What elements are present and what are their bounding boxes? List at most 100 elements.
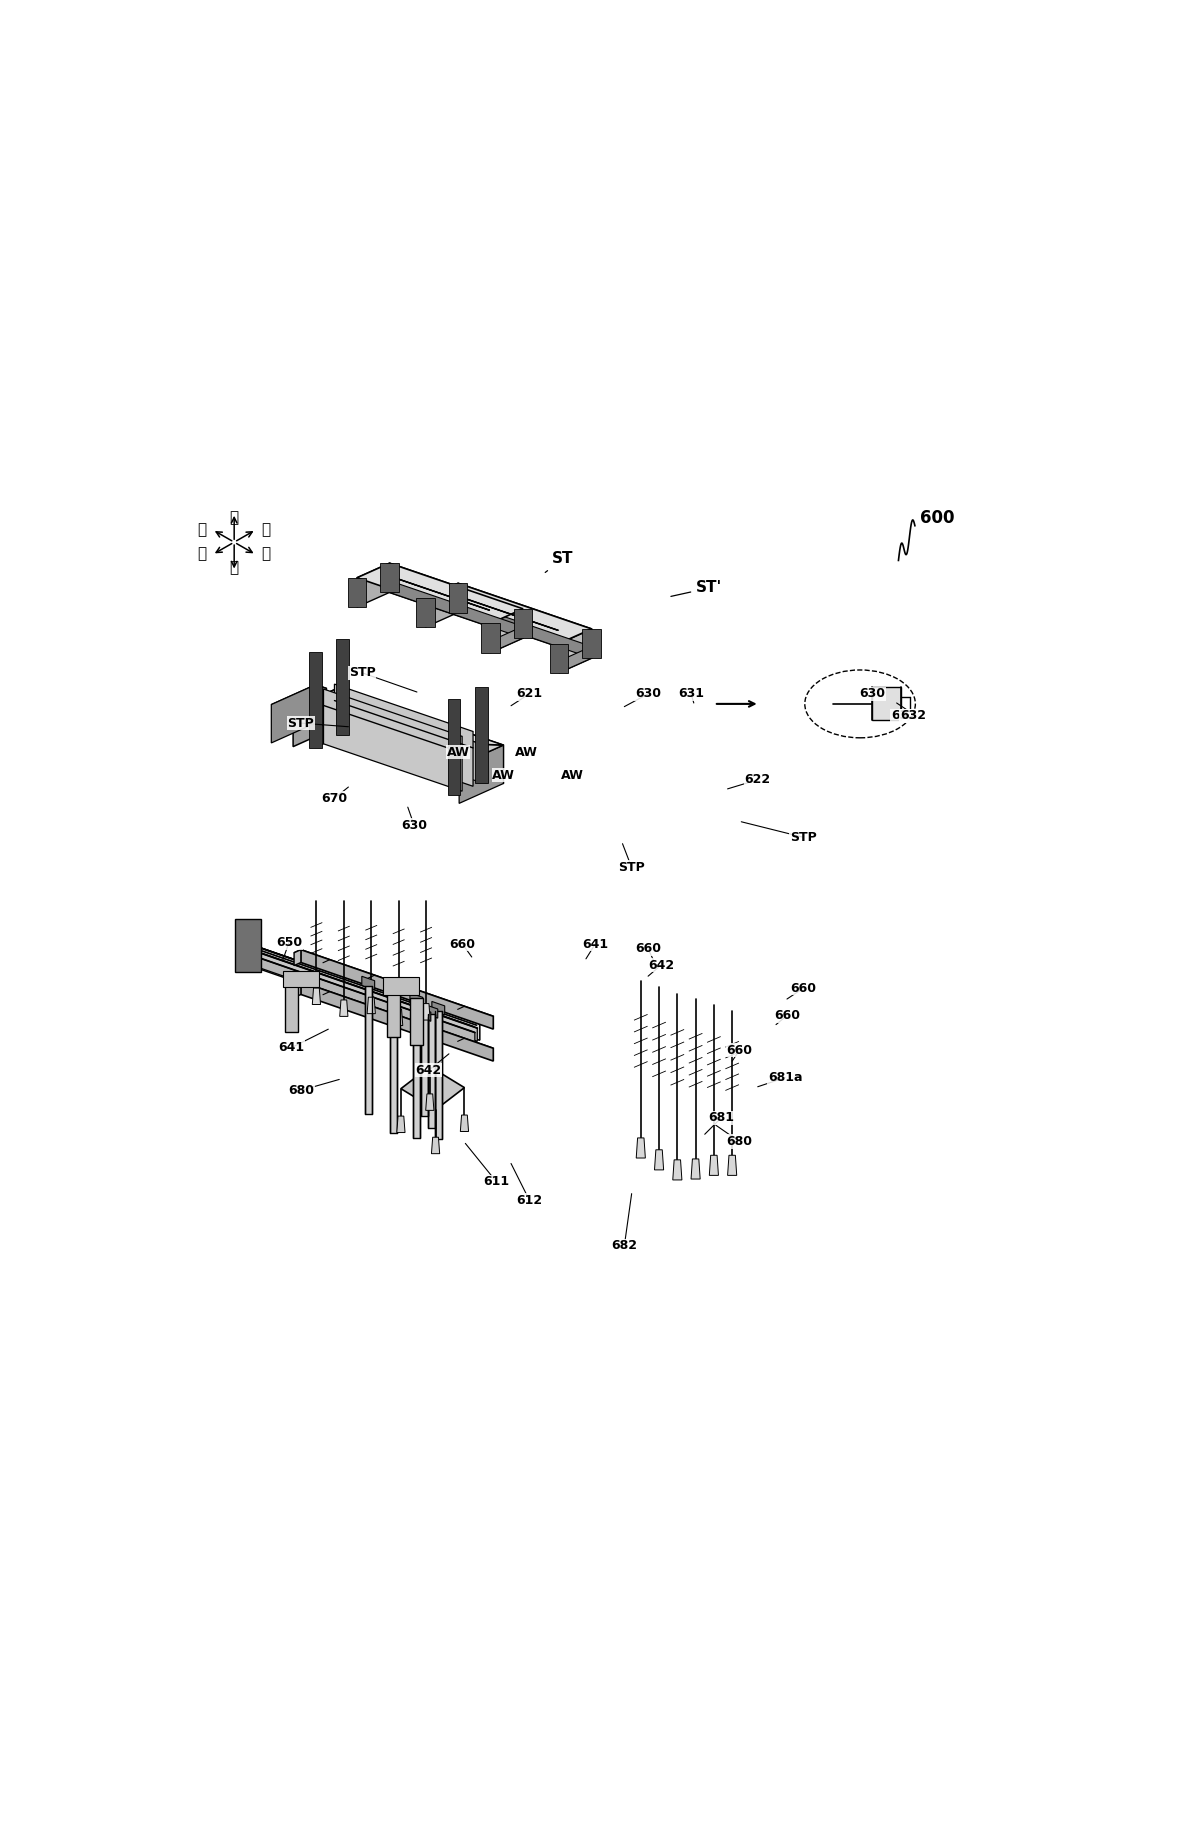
Polygon shape <box>294 981 493 1052</box>
Polygon shape <box>419 1007 430 1022</box>
Text: 632: 632 <box>900 710 926 723</box>
Polygon shape <box>336 639 349 736</box>
Polygon shape <box>301 950 493 1029</box>
Polygon shape <box>410 992 423 1007</box>
Polygon shape <box>457 584 592 658</box>
Polygon shape <box>415 584 441 593</box>
Text: 上: 上 <box>230 510 238 525</box>
Text: 681a: 681a <box>768 1072 803 1085</box>
Polygon shape <box>335 684 473 785</box>
Polygon shape <box>283 970 320 987</box>
Text: 680: 680 <box>726 1135 752 1148</box>
Text: 670: 670 <box>322 791 348 804</box>
Polygon shape <box>294 708 459 765</box>
Polygon shape <box>459 745 503 804</box>
Text: AW: AW <box>561 769 584 782</box>
Polygon shape <box>508 614 533 623</box>
Polygon shape <box>416 599 435 626</box>
Text: 641: 641 <box>278 1040 305 1053</box>
Polygon shape <box>459 597 483 604</box>
Polygon shape <box>435 1011 442 1138</box>
Polygon shape <box>422 1003 430 1020</box>
Text: 632: 632 <box>891 710 917 723</box>
Polygon shape <box>389 564 523 638</box>
Polygon shape <box>343 697 481 782</box>
Text: 630: 630 <box>401 819 427 832</box>
Polygon shape <box>387 985 400 998</box>
Ellipse shape <box>805 671 915 737</box>
Text: 622: 622 <box>745 772 771 785</box>
Polygon shape <box>508 614 534 623</box>
Polygon shape <box>390 577 415 586</box>
Text: 611: 611 <box>483 1175 509 1188</box>
Polygon shape <box>426 1094 434 1111</box>
Polygon shape <box>389 580 523 638</box>
Polygon shape <box>432 1002 444 1015</box>
Polygon shape <box>294 687 343 710</box>
Polygon shape <box>465 602 489 610</box>
Polygon shape <box>533 621 559 630</box>
Polygon shape <box>357 564 389 606</box>
Polygon shape <box>483 604 509 614</box>
Text: 后: 后 <box>262 547 271 562</box>
Text: 660: 660 <box>449 937 475 950</box>
Text: 641: 641 <box>582 937 608 950</box>
Text: 660: 660 <box>726 1044 752 1057</box>
Polygon shape <box>637 1138 645 1159</box>
Text: STP: STP <box>288 717 315 730</box>
Polygon shape <box>362 976 375 991</box>
Polygon shape <box>440 593 466 602</box>
Polygon shape <box>533 623 558 630</box>
Polygon shape <box>249 948 473 1042</box>
Text: 660: 660 <box>790 981 816 994</box>
Polygon shape <box>421 1016 428 1116</box>
Polygon shape <box>710 1155 718 1175</box>
Text: AW: AW <box>493 769 515 782</box>
Polygon shape <box>549 643 568 673</box>
Polygon shape <box>481 623 500 652</box>
Polygon shape <box>294 981 301 998</box>
Text: 642: 642 <box>416 1064 442 1077</box>
Polygon shape <box>424 1005 437 1018</box>
Text: ST': ST' <box>671 580 723 597</box>
Polygon shape <box>301 981 493 1061</box>
Polygon shape <box>449 584 467 612</box>
Polygon shape <box>309 652 322 747</box>
Polygon shape <box>387 991 400 1037</box>
Text: AW: AW <box>447 747 469 760</box>
Polygon shape <box>559 647 592 673</box>
Text: 630: 630 <box>635 687 661 700</box>
Polygon shape <box>395 1009 403 1026</box>
Text: STP: STP <box>349 667 375 680</box>
Polygon shape <box>340 1000 348 1016</box>
Polygon shape <box>673 1161 681 1179</box>
Polygon shape <box>459 597 485 604</box>
Polygon shape <box>252 948 476 1042</box>
Polygon shape <box>440 593 465 602</box>
Polygon shape <box>235 918 261 972</box>
Text: 680: 680 <box>288 1085 314 1098</box>
Text: 660: 660 <box>635 942 661 955</box>
Polygon shape <box>294 950 493 1020</box>
Polygon shape <box>426 584 592 643</box>
Polygon shape <box>367 998 375 1015</box>
Polygon shape <box>250 955 475 1042</box>
Polygon shape <box>410 998 423 1046</box>
Polygon shape <box>413 1002 420 1138</box>
Polygon shape <box>383 978 420 996</box>
Polygon shape <box>252 950 477 1040</box>
Polygon shape <box>691 1159 700 1179</box>
Polygon shape <box>490 608 523 652</box>
Text: STP: STP <box>790 832 817 845</box>
Polygon shape <box>872 687 901 721</box>
Polygon shape <box>381 564 399 593</box>
Polygon shape <box>348 578 365 606</box>
Polygon shape <box>397 1116 406 1133</box>
Polygon shape <box>271 684 327 708</box>
Polygon shape <box>271 684 316 743</box>
Polygon shape <box>448 699 460 795</box>
Polygon shape <box>255 946 480 1040</box>
Text: AW: AW <box>515 747 538 760</box>
Text: 左: 左 <box>262 521 271 538</box>
Text: STP: STP <box>618 861 645 874</box>
